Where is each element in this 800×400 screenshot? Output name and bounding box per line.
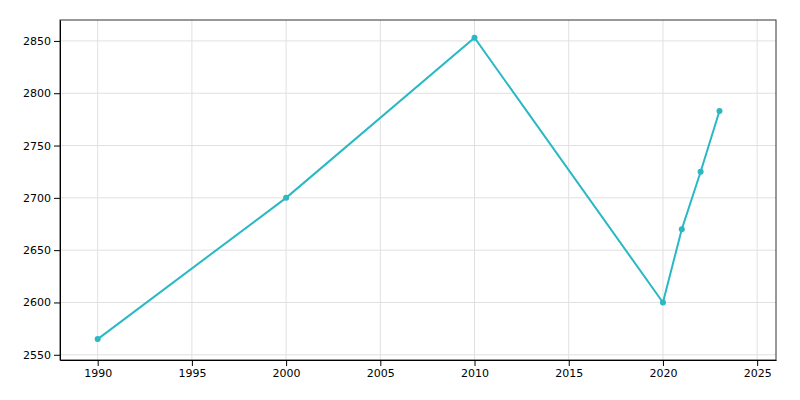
tick-label: 2700 (23, 192, 51, 205)
marks (95, 35, 723, 342)
grid-line-x (568, 20, 569, 360)
point (472, 35, 478, 41)
plot-area: 1990 1995 2000 2005 2010 2015 2020 2025 2550 2600… (23, 20, 777, 380)
tick-label: 2000 (273, 367, 301, 380)
tick-mark (54, 355, 60, 356)
plot-frame (60, 20, 776, 360)
tick: 2600 (23, 296, 60, 309)
tick-label: 2025 (744, 367, 772, 380)
tick-mark (286, 360, 287, 366)
grid-line-x (662, 20, 663, 360)
x-axis: 1990 1995 2000 2005 2010 2015 2020 2025 (61, 360, 777, 380)
tick: 2700 (23, 192, 60, 205)
grid-line-y (60, 145, 776, 146)
tick: 2550 (23, 349, 60, 362)
tick-mark (192, 360, 193, 366)
tick-label: 2800 (23, 87, 51, 100)
tick: 2020 (649, 360, 677, 380)
grid-line-x (380, 20, 381, 360)
grid-line-y (60, 354, 776, 355)
tick-label: 2650 (23, 244, 51, 257)
tick-label: 2005 (367, 367, 395, 380)
point (698, 169, 704, 175)
chart-svg: 1990 1995 2000 2005 2010 2015 2020 2025 2550 2600… (0, 0, 800, 400)
tick-mark (54, 146, 60, 147)
tick-mark (54, 302, 60, 303)
tick: 2010 (461, 360, 489, 380)
axis-line (60, 21, 61, 361)
tick-mark (757, 360, 758, 366)
tick: 2015 (555, 360, 583, 380)
tick: 1995 (178, 360, 206, 380)
grid-line-x (97, 20, 98, 360)
axis-line (61, 360, 777, 361)
grid-line-x (474, 20, 475, 360)
grid-line-y (60, 302, 776, 303)
tick-mark (54, 93, 60, 94)
point (679, 226, 685, 232)
grid-line-y (60, 40, 776, 41)
point (95, 336, 101, 342)
grid-line-x (191, 20, 192, 360)
grid-line-x (286, 20, 287, 360)
tick: 2005 (367, 360, 395, 380)
tick-mark (663, 360, 664, 366)
tick-mark (54, 198, 60, 199)
tick-label: 2020 (649, 367, 677, 380)
point (283, 195, 289, 201)
tick: 2000 (273, 360, 301, 380)
tick-mark (54, 250, 60, 251)
grid (60, 20, 776, 360)
tick-label: 1995 (178, 367, 206, 380)
tick-label: 2550 (23, 349, 51, 362)
point (716, 108, 722, 114)
tick-mark (98, 360, 99, 366)
tick: 2650 (23, 244, 60, 257)
tick: 2850 (23, 35, 60, 48)
line (98, 38, 720, 339)
y-axis: 2550 2600 2650 2700 2750 2800 2850 (23, 21, 61, 362)
tick: 2025 (744, 360, 772, 380)
tick: 2800 (23, 87, 60, 100)
grid-line-y (60, 197, 776, 198)
tick-label: 2010 (461, 367, 489, 380)
tick: 2750 (23, 140, 60, 153)
tick-label: 2750 (23, 140, 51, 153)
chart-container: 1990 1995 2000 2005 2010 2015 2020 2025 2550 2600… (0, 0, 800, 400)
tick-label: 1990 (84, 367, 112, 380)
tick: 1990 (84, 360, 112, 380)
tick-mark (475, 360, 476, 366)
tick-mark (569, 360, 570, 366)
grid-line-y (60, 250, 776, 251)
grid-line-x (757, 20, 758, 360)
tick-label: 2850 (23, 35, 51, 48)
tick-mark (54, 41, 60, 42)
tick-label: 2015 (555, 367, 583, 380)
tick-label: 2600 (23, 296, 51, 309)
grid-line-y (60, 93, 776, 94)
point (660, 299, 666, 305)
tick-mark (380, 360, 381, 366)
